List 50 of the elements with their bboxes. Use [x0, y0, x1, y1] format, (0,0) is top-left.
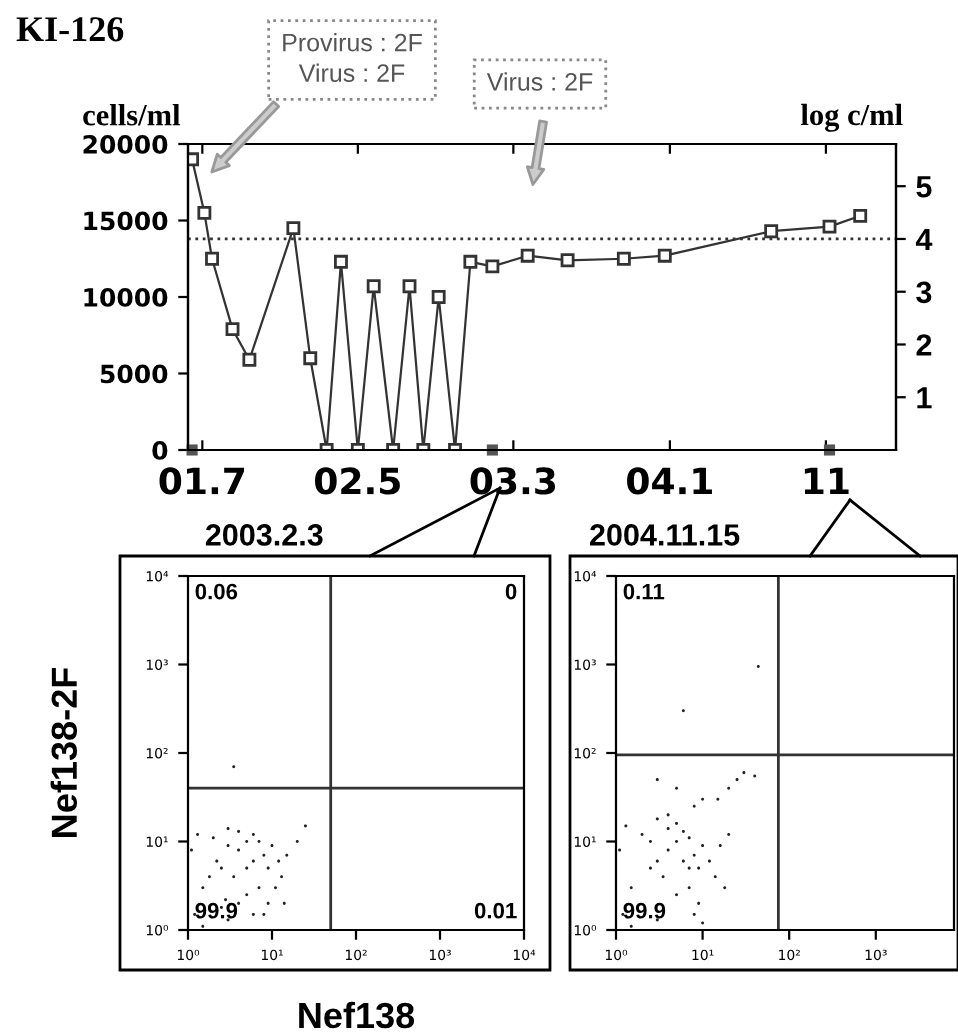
point	[205, 251, 219, 266]
x-tick-label: 01.7	[159, 467, 244, 495]
annotation: 0.06	[195, 583, 238, 600]
x-tick-label: 03.3	[470, 467, 556, 495]
chart-title: 2004.11.15	[590, 524, 740, 546]
point	[485, 259, 500, 274]
x-tick-label: 11	[804, 467, 849, 495]
point	[242, 352, 257, 367]
text: Provirus : 2F Virus : 2F	[283, 33, 422, 82]
x-tick-label: 04.1	[627, 467, 712, 495]
point	[853, 208, 868, 223]
y-axis-title: Nef138-2F	[50, 668, 78, 837]
point	[616, 251, 631, 266]
annotation: 0.01	[474, 902, 517, 919]
y-tick-label: 15000	[84, 211, 168, 231]
point	[225, 322, 240, 337]
point	[822, 219, 837, 234]
text: Virus : 2F	[486, 72, 593, 91]
y2-tick-label: 4	[915, 229, 933, 251]
chart-title: KI-126	[16, 17, 124, 42]
point	[334, 254, 348, 269]
y2-tick-label: 2	[916, 334, 932, 356]
point	[463, 254, 478, 269]
point	[188, 152, 200, 167]
point	[303, 351, 318, 366]
annotation: 0	[505, 583, 517, 600]
point	[520, 248, 535, 263]
point	[197, 205, 212, 220]
point	[431, 290, 446, 304]
x-tick-label: 02.5	[315, 467, 400, 495]
point	[657, 248, 672, 263]
y2-tick-label: 1	[917, 387, 932, 409]
point	[764, 224, 779, 239]
chart-title: 2003.2.3	[205, 524, 323, 546]
y-tick-label: 0	[152, 440, 168, 460]
point	[286, 221, 301, 236]
y-tick-label: 5000	[100, 364, 168, 384]
x-axis-title: Nef138	[299, 1001, 415, 1029]
point	[560, 253, 575, 268]
annotation: 99.9	[623, 902, 666, 919]
y2-axis-title: log c/ml	[801, 103, 903, 132]
y-axis-title: cells/ml	[83, 104, 181, 126]
annotation: 99.9	[195, 902, 238, 919]
y-tick-label: 20000	[83, 134, 168, 154]
y2-tick-label: 3	[916, 281, 932, 304]
point	[402, 279, 417, 294]
y-tick-label: 10000	[84, 287, 168, 307]
annotation: 0.11	[623, 583, 665, 600]
y2-tick-label: 5	[916, 176, 932, 198]
point	[366, 279, 381, 294]
